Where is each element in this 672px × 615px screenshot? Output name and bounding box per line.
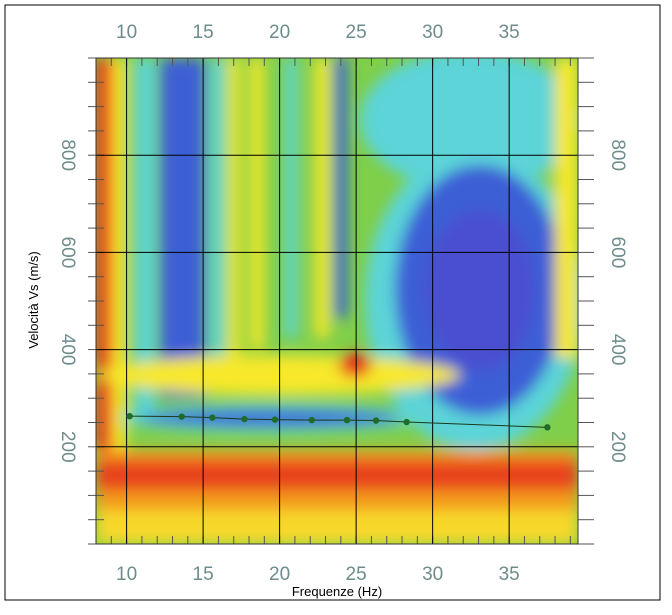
y-tick-label: 200 xyxy=(607,431,628,463)
point xyxy=(372,417,380,424)
x-tick-label: 25 xyxy=(346,22,367,43)
spectrum-background xyxy=(96,58,578,544)
point xyxy=(343,416,351,424)
y-tick-label: 600 xyxy=(607,237,628,269)
point xyxy=(271,416,279,423)
grid xyxy=(88,57,594,545)
points xyxy=(126,412,551,431)
plot-border xyxy=(95,57,579,545)
x-tick-label: 10 xyxy=(116,564,137,585)
x-axis-label: Frequenze (Hz) xyxy=(292,584,382,599)
x-tick-label: 30 xyxy=(422,22,443,43)
curve xyxy=(129,415,548,428)
x-tick-label: 35 xyxy=(499,564,520,585)
y-tick-label: 400 xyxy=(57,334,78,366)
y-tick-label: 600 xyxy=(57,237,78,269)
y-axis-label: Velocità Vs (m/s) xyxy=(26,251,41,349)
point xyxy=(126,412,133,420)
y-tick-label: 800 xyxy=(57,139,78,171)
point xyxy=(209,414,216,421)
x-tick-label: 25 xyxy=(346,564,367,585)
point xyxy=(308,416,315,424)
point xyxy=(241,415,248,423)
x-tick-label: 15 xyxy=(193,564,214,585)
y-tick-label: 400 xyxy=(607,334,628,366)
x-tick-label: 35 xyxy=(499,22,520,43)
x-tick-label: 15 xyxy=(193,22,214,43)
x-tick-label: 20 xyxy=(269,564,290,585)
x-tick-label: 20 xyxy=(269,22,290,43)
point xyxy=(178,413,185,420)
x-tick-label: 30 xyxy=(422,564,443,585)
y-tick-label: 200 xyxy=(57,431,78,463)
point xyxy=(544,424,551,431)
x-tick-label: 10 xyxy=(116,22,137,43)
point xyxy=(403,418,410,426)
y-tick-label: 800 xyxy=(607,139,628,171)
